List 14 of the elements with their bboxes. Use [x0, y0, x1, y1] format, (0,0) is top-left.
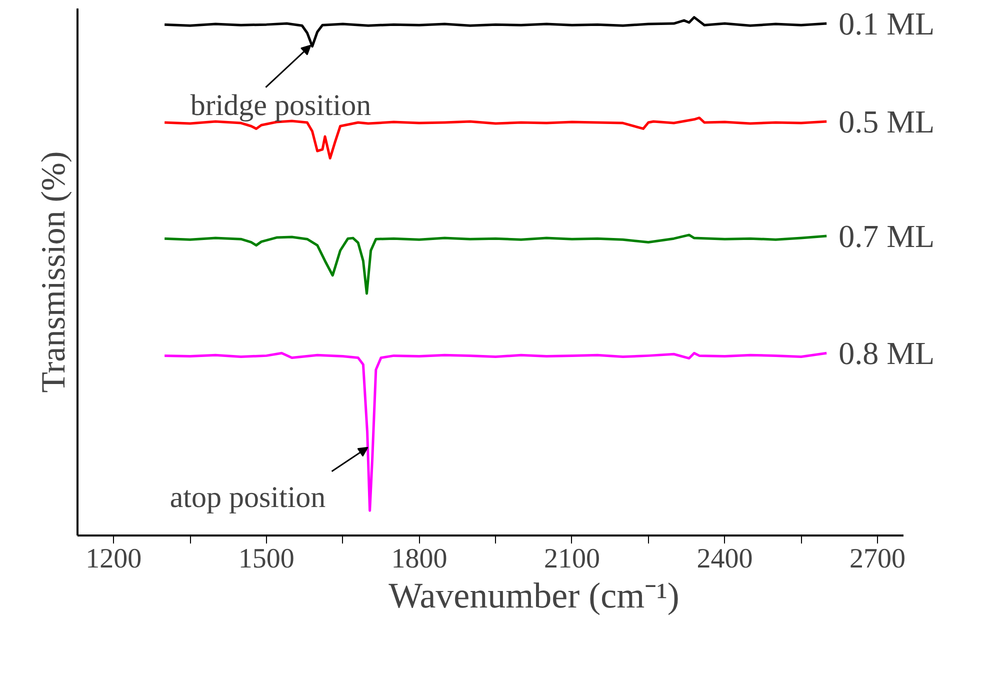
x-tick-label: 2400 [696, 544, 753, 574]
series-label: 0.1 ML [838, 6, 935, 42]
y-axis-title: Transmission (%) [36, 151, 72, 393]
x-axis-title: Wavenumber (cm⁻¹) [388, 576, 680, 616]
series-label: 0.5 ML [838, 103, 935, 140]
x-tick-label: 1800 [391, 544, 448, 574]
x-tick-label: 1500 [238, 544, 294, 574]
series-label: 0.8 ML [838, 335, 935, 372]
series-label: 0.7 ML [838, 218, 935, 254]
x-tick-label: 1200 [86, 544, 142, 574]
x-tick-label: 2100 [544, 544, 600, 574]
annotation: atop position [170, 480, 326, 514]
annotation: bridge position [190, 88, 372, 122]
x-tick-label: 2700 [850, 544, 906, 574]
